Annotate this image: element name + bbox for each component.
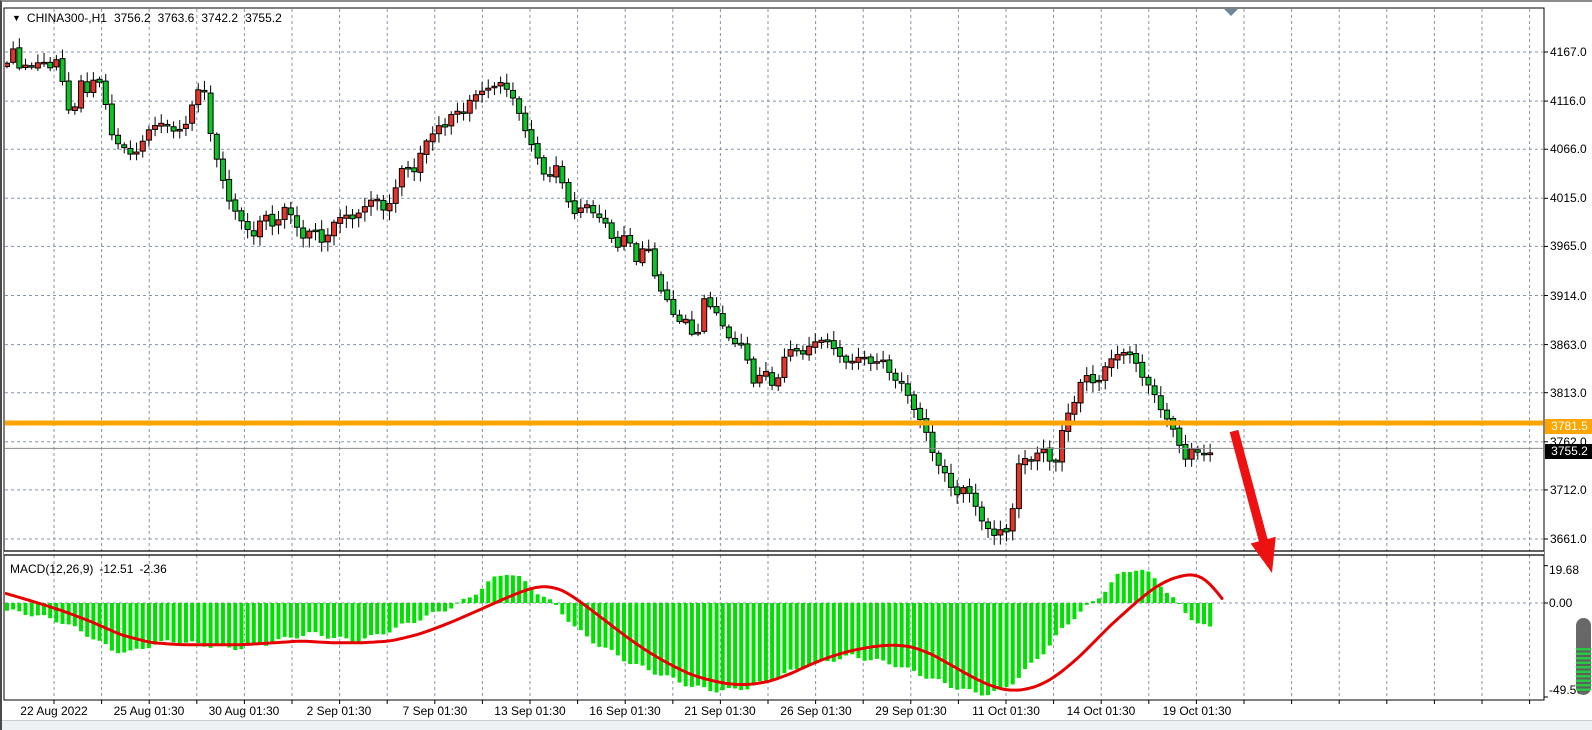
indicator-name: MACD(12,26,9): [10, 562, 94, 576]
time-axis-label: 11 Oct 01:30: [972, 704, 1040, 718]
symbol-name: CHINA300-,H1: [26, 11, 107, 25]
time-axis-label: 29 Sep 01:30: [875, 704, 947, 718]
price-axis-label: 3965.0: [1550, 239, 1587, 254]
price-axis-label: 3914.0: [1550, 288, 1587, 303]
current-price-tag: 3755.2: [1545, 444, 1592, 459]
price-axis-label: 4167.0: [1550, 45, 1587, 59]
scroll-indicator[interactable]: [1576, 618, 1591, 695]
time-axis-label: 25 Aug 01:30: [113, 704, 185, 718]
window-bottom-edge: [2, 720, 1592, 730]
time-axis-label: 13 Sep 01:30: [494, 704, 566, 718]
time-axis-label: 19 Oct 01:30: [1162, 704, 1232, 718]
macd-signal-line: [5, 573, 1224, 692]
price-axis-label: 4066.0: [1550, 142, 1587, 157]
time-axis-label: 30 Aug 01:30: [208, 704, 280, 718]
time-axis-label: 16 Sep 01:30: [589, 704, 661, 718]
ohlc-open: 3756.2: [113, 11, 151, 25]
annotation-arrow[interactable]: [1229, 429, 1276, 573]
ohlc-low: 3742.2: [201, 11, 239, 25]
time-axis-label: 21 Sep 01:30: [684, 704, 756, 718]
scroll-indicator-stripes: [1576, 648, 1591, 692]
macd-axis-max-label: 19.68: [1549, 562, 1580, 577]
price-axis-label: 3661.0: [1550, 532, 1587, 546]
time-axis-label: 7 Sep 01:30: [402, 704, 468, 718]
gridlines: [5, 9, 1548, 704]
candlestick-series: [5, 38, 1214, 545]
price-axis-label: 3863.0: [1550, 337, 1587, 352]
indicator-label: MACD(12,26,9) -12.51 -2.36: [10, 562, 173, 576]
price-axis-label: 4015.0: [1550, 191, 1587, 206]
price-axis-label: 4116.0: [1550, 94, 1586, 109]
indicator-macd-value: -12.51: [99, 562, 134, 576]
price-axis-label: 3712.0: [1550, 482, 1587, 497]
macd-axis-min-label: -49.56: [1549, 683, 1584, 697]
macd-histogram: [5, 569, 1213, 696]
indicator-signal-value: -2.36: [139, 562, 167, 576]
chart-shift-marker-icon[interactable]: [1224, 9, 1238, 16]
time-axis-label: 26 Sep 01:30: [780, 704, 852, 718]
time-axis-label: 14 Oct 01:30: [1066, 704, 1136, 718]
chart-border: [3, 7, 1545, 701]
symbol-panel: ▼ CHINA300-,H1 3756.2 3763.6 3742.2 3755.2: [12, 11, 289, 26]
time-axis-label: 22 Aug 2022: [20, 704, 88, 718]
ohlc-close: 3755.2: [245, 11, 282, 25]
macd-axis-zero-label: 0.00: [1549, 596, 1573, 610]
symbol-dropdown-icon[interactable]: ▼: [12, 13, 21, 23]
time-axis-label: 2 Sep 01:30: [306, 704, 372, 718]
price-axis-label: 3813.0: [1550, 385, 1587, 400]
ohlc-high: 3763.6: [157, 11, 195, 25]
horizontal-line-price-tag: 3781.5: [1545, 419, 1592, 434]
